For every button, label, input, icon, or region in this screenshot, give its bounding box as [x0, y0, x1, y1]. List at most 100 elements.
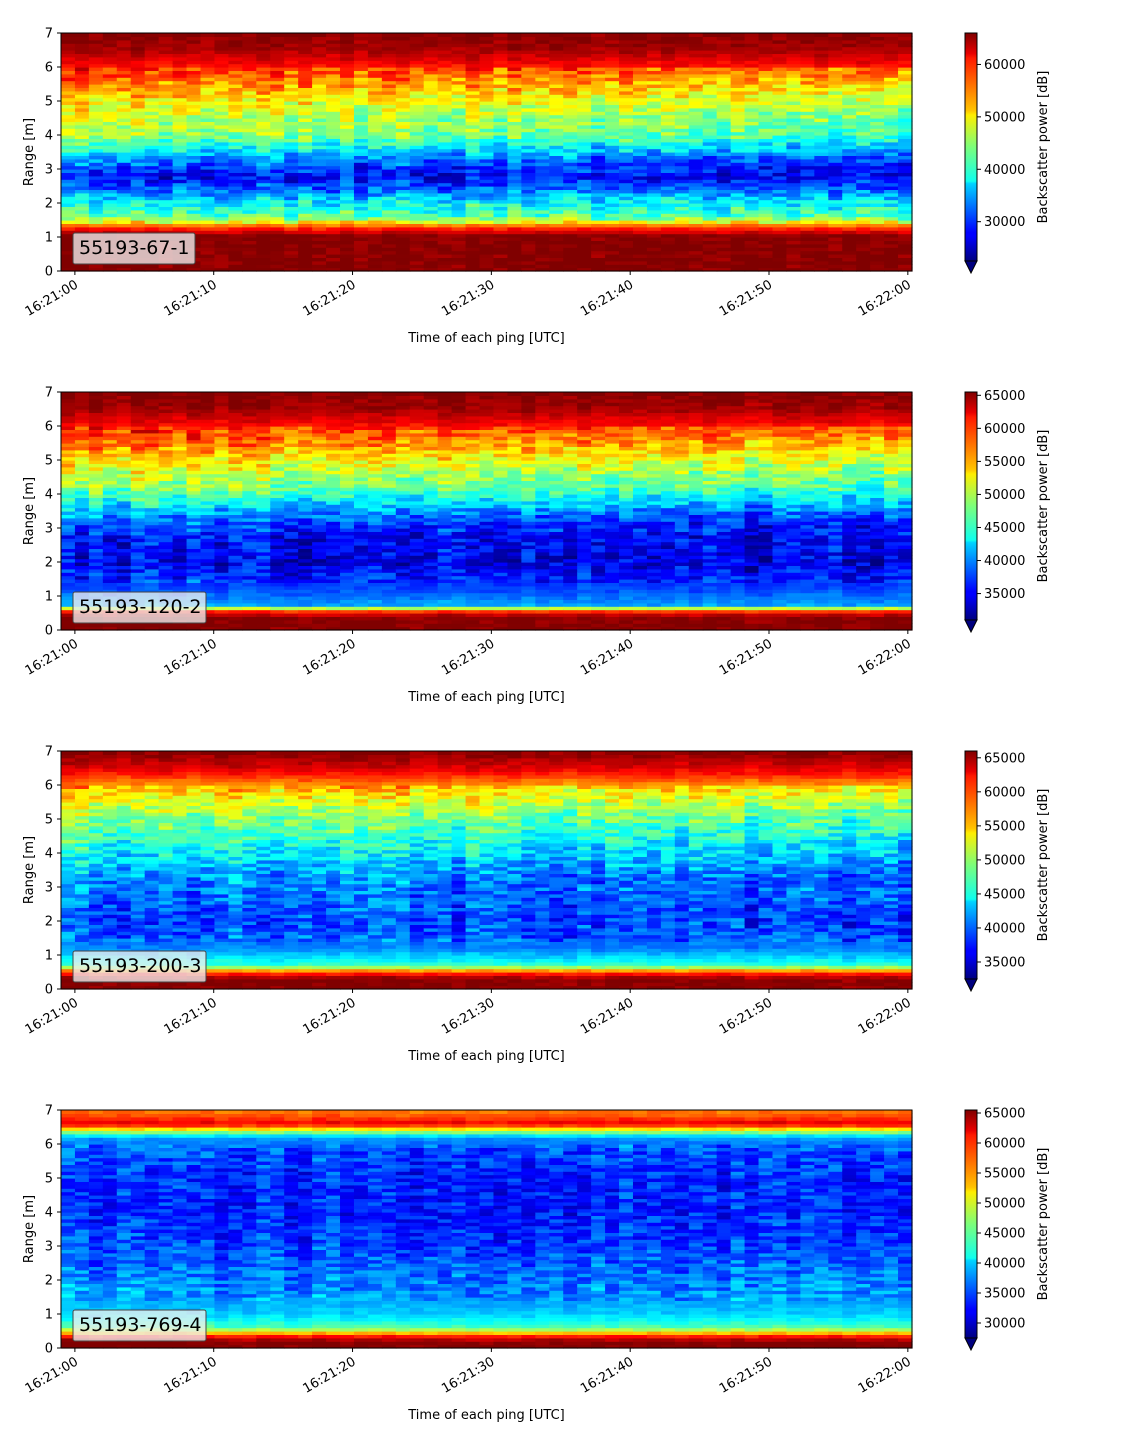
- heatmap-cell: [660, 46, 676, 51]
- heatmap-cell: [409, 138, 425, 143]
- heatmap: [61, 33, 913, 272]
- heatmap-cell: [744, 158, 760, 163]
- heatmap-cell: [116, 392, 132, 396]
- heatmap-cell: [102, 152, 118, 156]
- heatmap-cell: [702, 87, 718, 92]
- heatmap-cell: [144, 213, 160, 218]
- heatmap-cell: [353, 243, 369, 248]
- heatmap-cell: [451, 118, 467, 122]
- heatmap-cell: [716, 165, 732, 170]
- heatmap-cell: [730, 94, 746, 99]
- heatmap-cell: [158, 192, 174, 197]
- heatmap-cell: [493, 135, 509, 139]
- heatmap-cell: [437, 172, 453, 177]
- heatmap-cell: [409, 131, 425, 136]
- heatmap-cell: [256, 192, 271, 197]
- heatmap-cell: [409, 148, 425, 153]
- heatmap-cell: [228, 169, 243, 173]
- heatmap-cell: [395, 43, 411, 48]
- heatmap-cell: [730, 240, 746, 245]
- heatmap-cell: [242, 90, 257, 95]
- heatmap-cell: [242, 97, 257, 102]
- heatmap-cell: [674, 138, 690, 143]
- heatmap-cell: [632, 67, 648, 71]
- heatmap-cell: [158, 67, 174, 71]
- x-tick-label: 16:21:40: [578, 277, 636, 319]
- heatmap-cell: [465, 60, 481, 65]
- heatmap-cell: [632, 56, 648, 61]
- heatmap-cell: [451, 90, 467, 95]
- heatmap-cell: [758, 223, 774, 228]
- heatmap-cell: [828, 213, 843, 218]
- heatmap-cell: [270, 213, 285, 218]
- heatmap-cell: [577, 186, 592, 190]
- heatmap-cell: [228, 43, 243, 48]
- heatmap-cell: [535, 192, 550, 197]
- heatmap-cell: [116, 77, 132, 82]
- heatmap-cell: [61, 257, 76, 262]
- heatmap-cell: [591, 50, 606, 54]
- heatmap-cell: [367, 77, 383, 82]
- heatmap-cell: [270, 196, 285, 201]
- heatmap-cell: [758, 203, 774, 207]
- heatmap-cell: [200, 121, 216, 126]
- heatmap-cell: [200, 216, 216, 221]
- heatmap-cell: [284, 254, 299, 258]
- heatmap-cell: [549, 165, 564, 170]
- heatmap-cell: [367, 220, 383, 224]
- heatmap-cell: [423, 111, 439, 116]
- heatmap-cell: [800, 203, 815, 207]
- heatmap-cell: [423, 114, 439, 119]
- heatmap-cell: [158, 77, 174, 82]
- heatmap-cell: [228, 128, 243, 133]
- heatmap-cell: [130, 56, 146, 61]
- heatmap-cell: [800, 172, 815, 177]
- heatmap-cell: [563, 152, 578, 156]
- heatmap-cell: [465, 77, 481, 82]
- heatmap-cell: [800, 94, 815, 99]
- heatmap-cell: [130, 158, 146, 163]
- heatmap-cell: [88, 220, 104, 224]
- heatmap-cell: [228, 220, 243, 224]
- heatmap-cell: [130, 43, 146, 48]
- heatmap-cell: [228, 118, 243, 122]
- heatmap-cell: [577, 121, 592, 126]
- heatmap-cell: [786, 237, 801, 241]
- heatmap-cell: [61, 165, 76, 170]
- heatmap-cell: [856, 192, 871, 197]
- heatmap-cell: [730, 220, 746, 224]
- heatmap-cell: [619, 141, 634, 146]
- heatmap-cell: [88, 73, 104, 78]
- heatmap-cell: [856, 264, 871, 269]
- heatmap-cell: [158, 504, 174, 509]
- heatmap-cell: [493, 213, 509, 218]
- heatmap-cell: [423, 73, 439, 78]
- heatmap-cell: [549, 203, 564, 207]
- heatmap-cell: [270, 67, 285, 71]
- heatmap-cell: [591, 84, 606, 88]
- heatmap-cell: [842, 216, 857, 221]
- heatmap-cell: [619, 63, 634, 68]
- heatmap-cell: [688, 237, 704, 241]
- heatmap-cell: [381, 196, 397, 201]
- heatmap-cell: [772, 77, 788, 82]
- heatmap-cell: [800, 97, 815, 102]
- heatmap-cell: [591, 216, 606, 221]
- heatmap-cell: [116, 97, 132, 102]
- heatmap-cell: [409, 46, 425, 51]
- heatmap-cell: [74, 264, 90, 269]
- heatmap-cell: [842, 175, 857, 180]
- heatmap-cell: [479, 199, 495, 204]
- heatmap-cell: [200, 39, 216, 44]
- heatmap-cell: [158, 145, 174, 150]
- heatmap-cell: [381, 179, 397, 184]
- heatmap-cell: [74, 216, 90, 221]
- heatmap-cell: [619, 240, 634, 245]
- heatmap-cell: [465, 155, 481, 160]
- heatmap-cell: [660, 80, 676, 85]
- heatmap-cell: [340, 114, 355, 119]
- heatmap-cell: [535, 104, 550, 109]
- heatmap-cell: [284, 257, 299, 262]
- heatmap-cell: [200, 87, 216, 92]
- heatmap-cell: [381, 53, 397, 58]
